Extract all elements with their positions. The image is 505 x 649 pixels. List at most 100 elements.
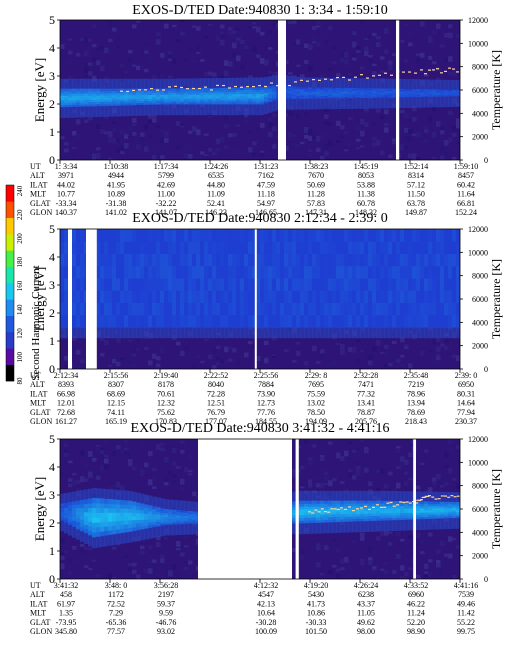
y2-tick-label: 6000 — [472, 295, 488, 304]
colorbar-tick-label: 220 — [16, 209, 24, 220]
data-gap — [86, 228, 97, 370]
table-cell: 230.37 — [455, 417, 477, 426]
temperature-trace-point — [126, 90, 129, 93]
table-cell: 1:52:14 — [404, 162, 428, 171]
table-cell: 61.97 — [57, 599, 75, 608]
table-cell: 1: 3:34 — [55, 162, 77, 171]
table-cell: 7219 — [408, 380, 424, 389]
table-cell: 7884 — [258, 380, 274, 389]
temperature-trace-point — [424, 495, 428, 498]
colorbar-segment — [6, 217, 14, 235]
y2-tick-label: 0 — [484, 575, 488, 584]
temperature-trace-point — [344, 508, 347, 510]
table-cell: 75.62 — [157, 408, 175, 417]
y-tick-label: 1 — [49, 125, 55, 139]
table-cell: 93.02 — [157, 627, 175, 636]
temperature-trace-point — [318, 79, 321, 81]
table-cell: 205.76 — [355, 417, 377, 426]
table-cell: 6960 — [408, 590, 424, 599]
temperature-trace-point — [336, 508, 340, 510]
temperature-trace-point — [330, 79, 333, 81]
table-cell: 7695 — [308, 380, 324, 389]
table-cell: 12.15 — [107, 399, 125, 408]
row-label: GLON — [30, 417, 52, 426]
temperature-trace-point — [150, 88, 153, 90]
y-axis-label: Energy [eV] — [32, 58, 47, 122]
table-cell: 2:35:48 — [404, 371, 428, 380]
temperature-trace-point — [436, 68, 439, 70]
row-label: ALT — [30, 590, 45, 599]
temperature-trace-point — [424, 73, 427, 75]
colorbar-segment — [6, 364, 14, 382]
temperature-trace-point — [364, 505, 367, 507]
table-cell: 6950 — [458, 380, 474, 389]
data-gap — [278, 19, 286, 161]
y2-tick-label: 0 — [484, 156, 488, 165]
table-cell: 52.41 — [207, 199, 225, 208]
temperature-trace-point — [222, 84, 225, 87]
table-cell: 13.02 — [307, 399, 325, 408]
table-cell: 13.94 — [407, 399, 425, 408]
temperature-trace-point — [216, 84, 219, 87]
table-cell: -73.95 — [56, 618, 77, 627]
temperature-trace-point — [354, 76, 357, 78]
y-tick-label: 3 — [49, 488, 55, 502]
row-label: ALT — [30, 380, 45, 389]
table-cell: 73.90 — [257, 389, 275, 398]
table-cell: 11.09 — [207, 190, 225, 199]
temperature-trace-point — [270, 82, 273, 84]
y2-tick-label: 4000 — [472, 528, 488, 537]
temperature-trace-point — [389, 501, 393, 504]
colorbar-label: Second Harmonic Current — [30, 265, 42, 380]
table-cell: 72.68 — [57, 408, 75, 417]
table-cell: 10.77 — [57, 190, 75, 199]
temperature-trace-point — [384, 72, 387, 74]
table-cell: 148.32 — [355, 208, 377, 217]
temperature-trace-point — [444, 70, 447, 73]
table-cell: 4:26:24 — [354, 581, 378, 590]
temperature-trace-point — [348, 79, 351, 81]
temperature-trace-point — [317, 511, 321, 513]
y-tick-label: 2 — [49, 516, 55, 530]
table-cell: 52.20 — [407, 618, 425, 627]
y2-tick-label: 8000 — [472, 482, 488, 491]
table-cell: 140.37 — [55, 208, 77, 217]
table-cell: 50.69 — [307, 180, 325, 189]
temperature-trace-point — [138, 89, 141, 91]
table-cell: 42.69 — [157, 180, 175, 189]
table-cell: 12.51 — [207, 399, 225, 408]
temperature-trace-point — [366, 77, 369, 79]
temperature-trace-point — [320, 508, 324, 510]
temperature-trace-point — [144, 89, 147, 91]
colorbar-tick-label: 120 — [16, 328, 24, 339]
y2-tick-label: 2000 — [472, 342, 488, 351]
y-tick-label: 0 — [49, 153, 55, 167]
table-cell: 77.94 — [457, 408, 475, 417]
table-cell: 152.24 — [455, 208, 477, 217]
table-cell: 57.83 — [307, 199, 325, 208]
temperature-trace-point — [168, 86, 171, 88]
table-cell: 7162 — [258, 171, 274, 180]
table-cell: 161.27 — [55, 417, 77, 426]
table-cell: 170.83 — [155, 417, 177, 426]
temperature-trace-point — [300, 79, 303, 81]
temperature-trace-point — [453, 496, 457, 498]
y2-axis-label: Temperature [K] — [489, 259, 503, 339]
temperature-trace-point — [405, 501, 409, 503]
table-cell: 11.50 — [407, 190, 425, 199]
table-cell: 54.97 — [257, 199, 275, 208]
colorbar-segment — [6, 185, 14, 202]
colorbar-segment — [6, 250, 14, 267]
table-cell: 7539 — [458, 590, 474, 599]
table-cell: 75.59 — [307, 389, 325, 398]
temperature-trace-point — [330, 508, 334, 510]
temperature-trace-point — [420, 69, 423, 71]
y2-tick-label: 12000 — [468, 16, 488, 25]
temperature-trace-point — [312, 79, 315, 81]
temperature-trace-point — [324, 78, 327, 80]
table-cell: 78.87 — [357, 408, 375, 417]
table-cell: 78.96 — [407, 389, 425, 398]
panel-title: EXOS-D/TED Date:940830 1: 3:34 - 1:59:10 — [132, 3, 387, 18]
y2-tick-label: 12000 — [468, 225, 488, 234]
